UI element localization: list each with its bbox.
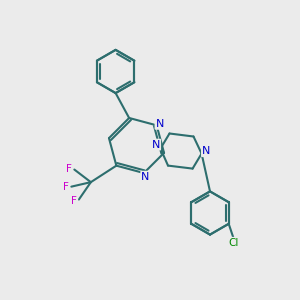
Text: Cl: Cl — [228, 238, 238, 248]
Text: F: F — [66, 164, 72, 174]
Text: N: N — [202, 146, 210, 156]
Text: F: F — [63, 182, 69, 192]
Text: F: F — [71, 196, 77, 206]
Text: N: N — [152, 140, 160, 150]
Text: N: N — [141, 172, 150, 182]
Text: N: N — [155, 119, 164, 129]
